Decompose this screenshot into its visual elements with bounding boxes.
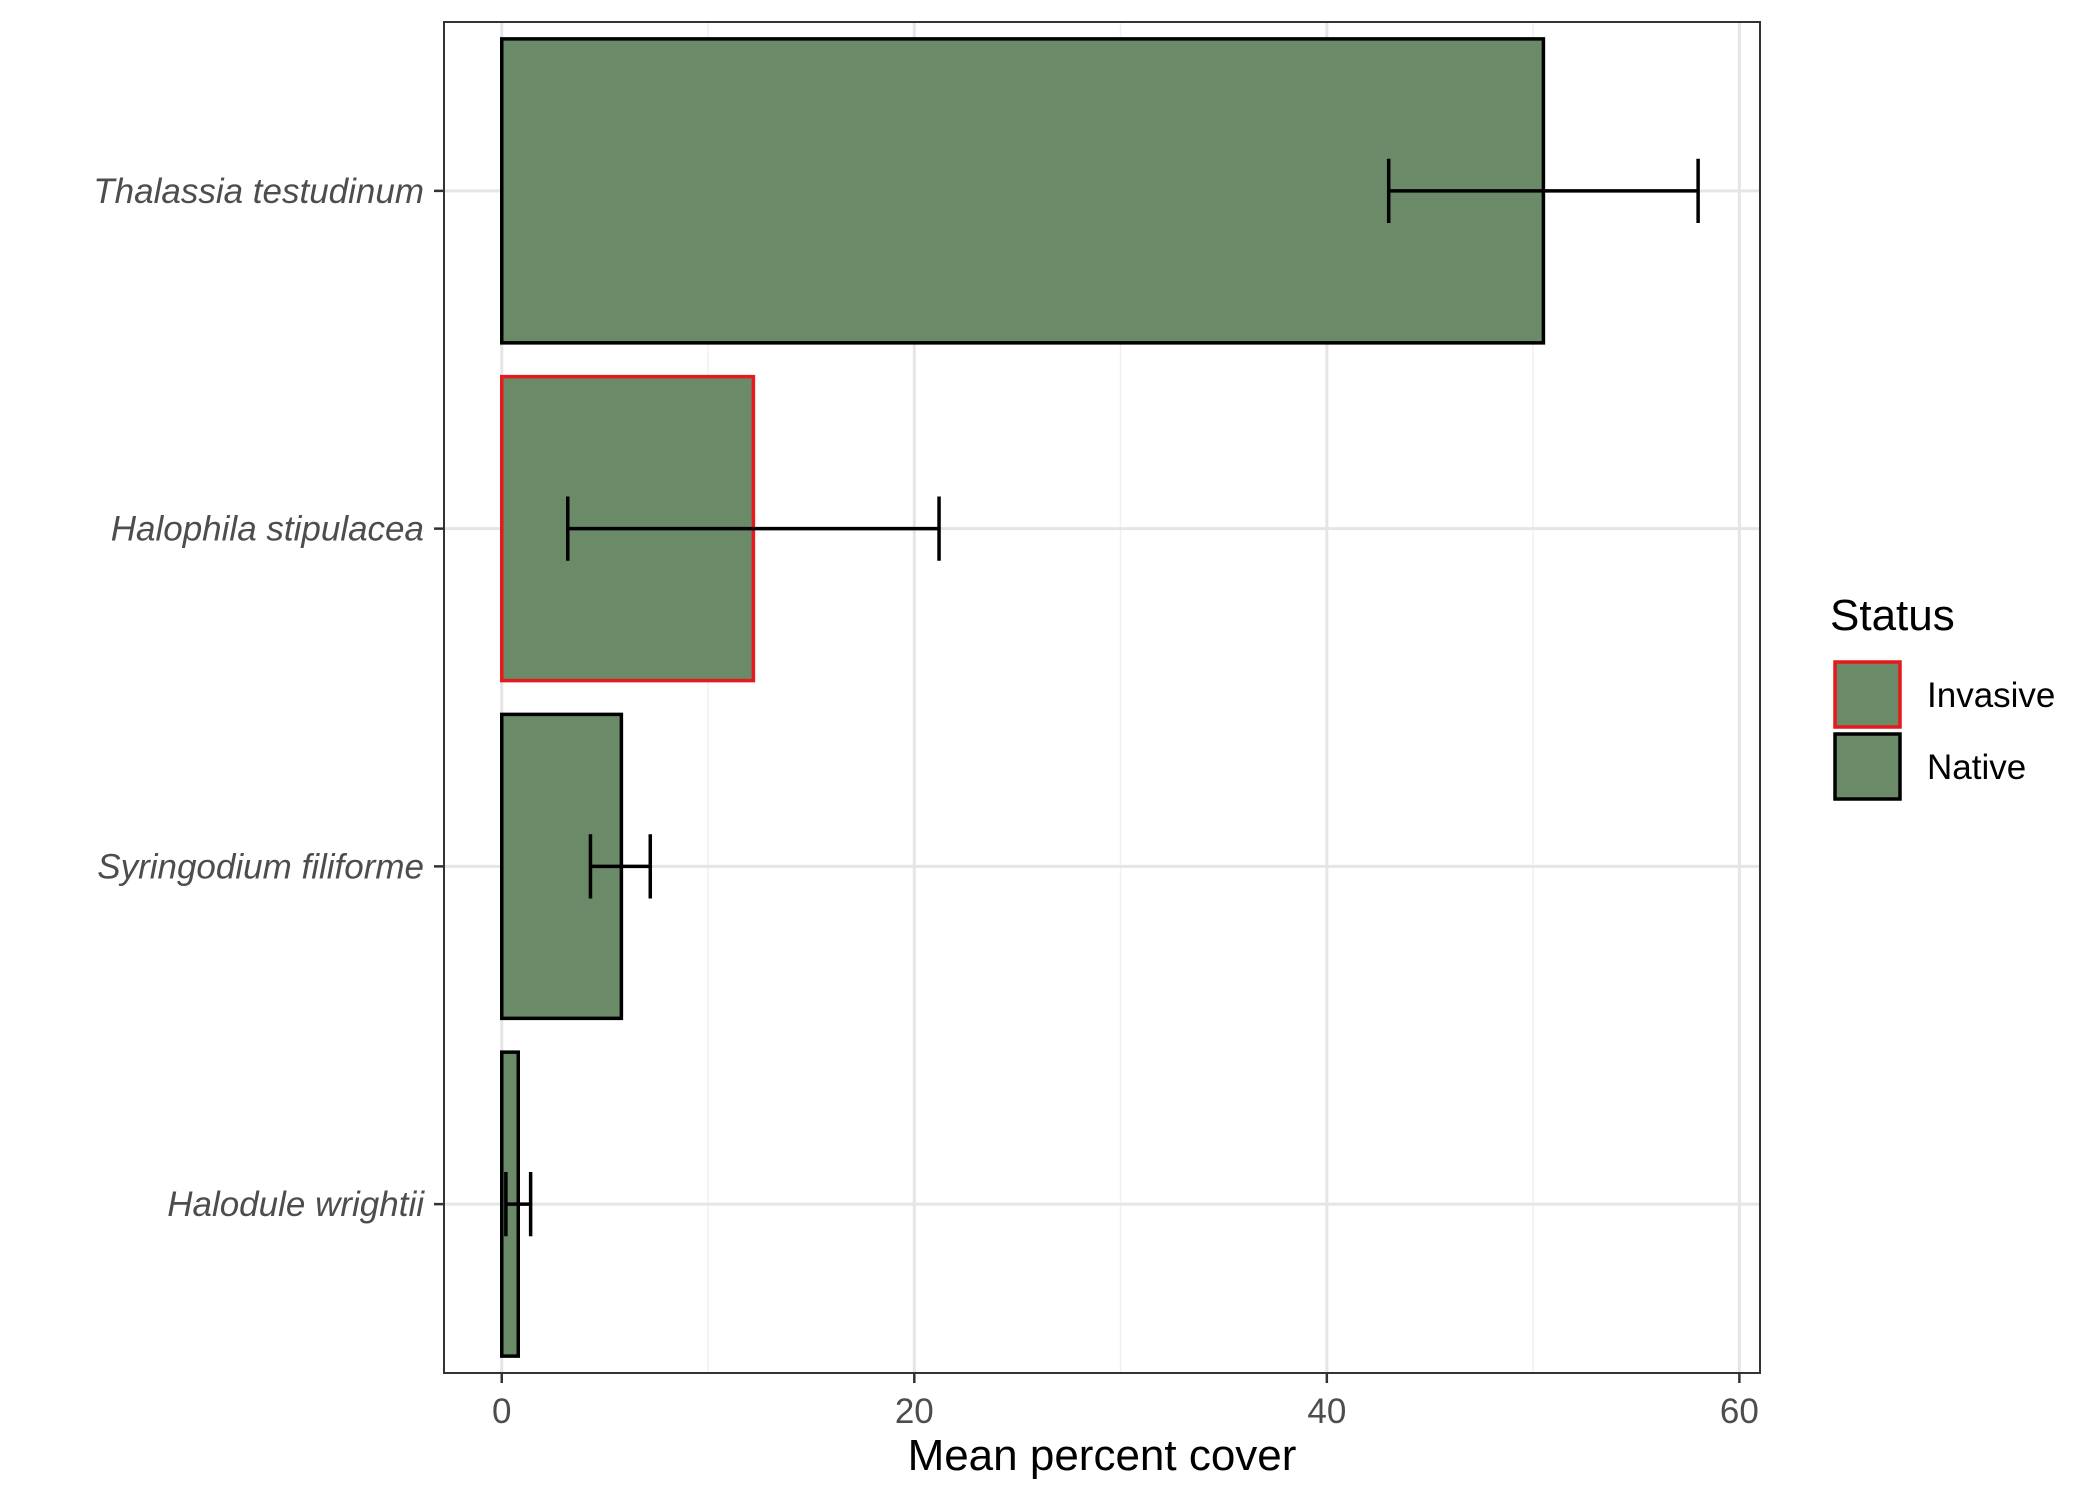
legend-label: Native (1927, 748, 2026, 787)
bars (500, 37, 1546, 1358)
y-tick-label: Thalassia testudinum (93, 172, 424, 211)
x-tick-label: 0 (492, 1392, 511, 1431)
y-tick-label: Halodule wrightii (167, 1185, 425, 1224)
bar (500, 37, 1546, 345)
legend: Status Invasive Native (1830, 591, 2055, 801)
legend-entries: Invasive Native (1833, 660, 2055, 801)
x-tick-label: 20 (895, 1392, 934, 1431)
x-tick-label: 60 (1720, 1392, 1759, 1431)
legend-key (1833, 660, 1902, 729)
x-tick-label: 40 (1307, 1392, 1346, 1431)
panel-border (443, 21, 1761, 1374)
legend-title: Status (1830, 591, 1955, 640)
axes: 0 20 40 60 Thalassia testudinum Halophila sti… (93, 172, 1759, 1431)
y-tick-label: Syringodium filiforme (97, 847, 424, 886)
y-tick-label: Halophila stipulacea (111, 510, 424, 549)
x-axis-title: Mean percent cover (908, 1431, 1297, 1480)
legend-key (1833, 732, 1902, 801)
legend-label: Invasive (1927, 676, 2055, 715)
error-bars (504, 158, 1700, 1237)
